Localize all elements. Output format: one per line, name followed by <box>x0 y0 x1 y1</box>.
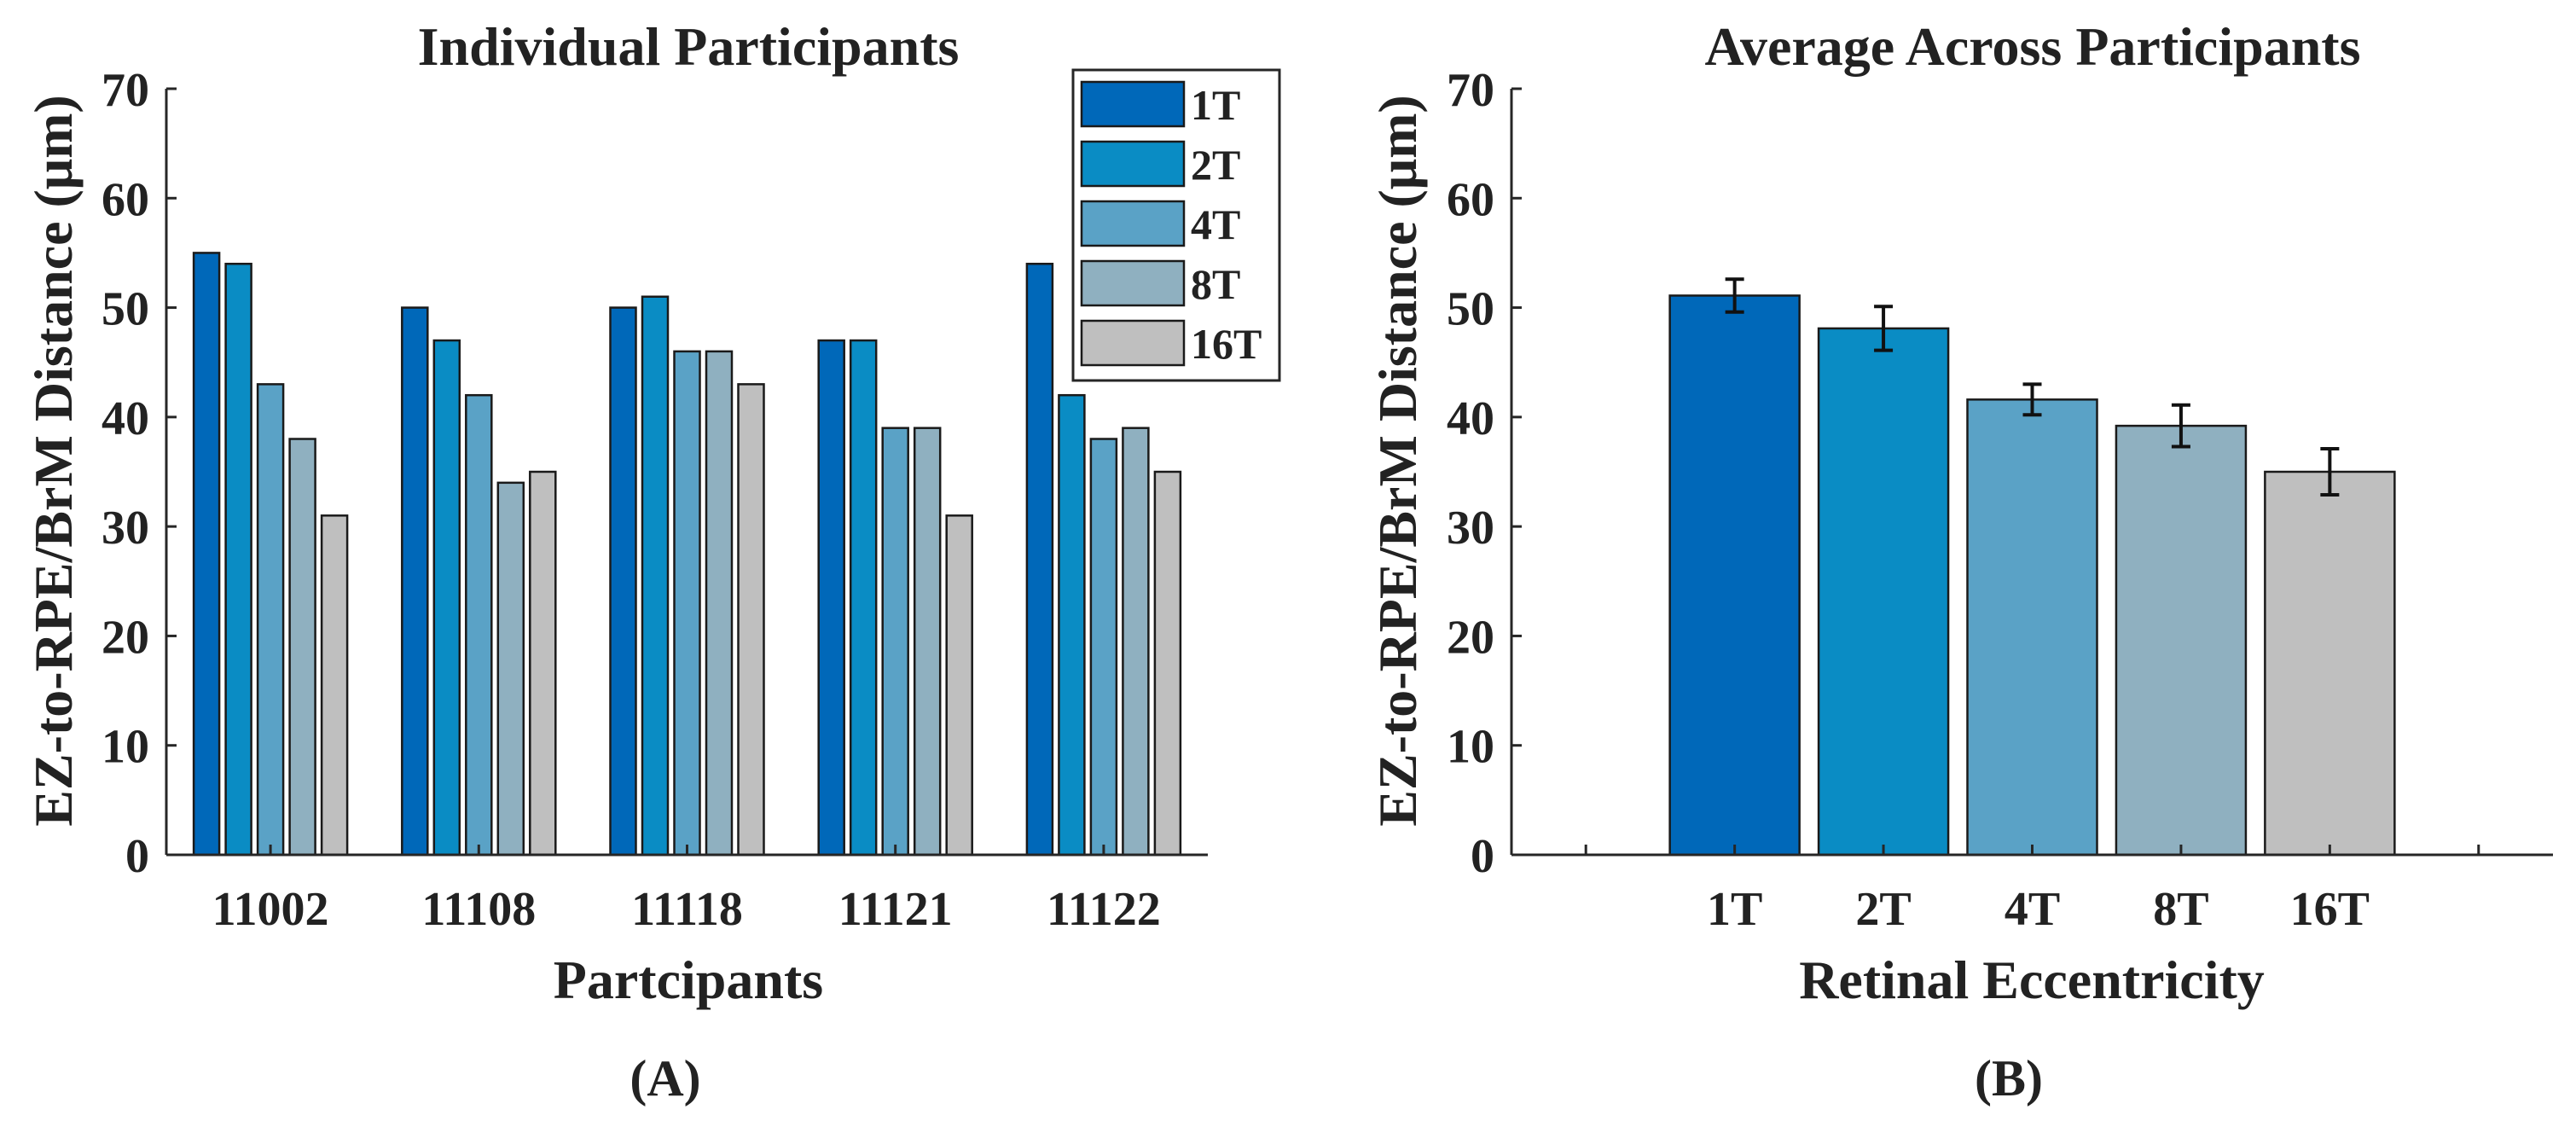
bar-11118-16T <box>737 383 765 857</box>
y-tick-label: 50 <box>1447 283 1494 336</box>
panel-a-axes: 11002 11108 11118 11121 11122 0 10 20 30 40 50 60 70 <box>102 64 1208 936</box>
y-tick-label: 70 <box>1447 64 1494 117</box>
bar-11108-16T <box>529 470 557 857</box>
bar-11122-2T <box>1058 393 1086 857</box>
x-tick-label: 11122 <box>1047 883 1161 936</box>
legend-swatch-16T <box>1080 319 1186 367</box>
bar-11122-1T <box>1025 263 1054 857</box>
panel-b-title: Average Across Participants <box>1704 16 2360 77</box>
bar-11002-1T <box>192 252 221 857</box>
panel-b-axes: 1T 2T 4T 8T 16T 0 10 20 30 40 50 60 70 <box>1447 64 2553 936</box>
panel-b-y-axis-label: EZ-to-RPE/BrM Distance (μm) <box>1367 95 1428 826</box>
x-tick-label: 11108 <box>421 883 536 936</box>
y-tick-label: 30 <box>1447 502 1494 555</box>
y-tick-label: 20 <box>102 611 149 664</box>
bar-11122-4T <box>1089 438 1118 857</box>
x-tick-label: 4T <box>2005 883 2060 936</box>
y-tick-label: 10 <box>102 721 149 774</box>
legend-swatch-1T <box>1080 80 1186 128</box>
y-tick-label: 60 <box>1447 173 1494 226</box>
x-tick-label: 11121 <box>838 883 953 936</box>
bar-11121-1T <box>817 339 845 857</box>
panel-a-x-axis-label: Partcipants <box>554 950 823 1010</box>
bar-11122-8T <box>1122 427 1150 857</box>
x-tick-label: 1T <box>1707 883 1762 936</box>
panel-b-x-axis-label: Retinal Eccentricity <box>1799 950 2265 1010</box>
legend-label-16T: 16T <box>1191 320 1262 368</box>
y-tick-label: 0 <box>1471 830 1494 883</box>
bar-11108-4T <box>465 393 493 857</box>
bar-11121-16T <box>945 514 973 857</box>
bar-avg-8T <box>2115 424 2248 857</box>
legend-label-1T: 1T <box>1191 81 1240 129</box>
x-tick-label: 16T <box>2290 883 2370 936</box>
bar-11122-16T <box>1153 470 1182 857</box>
bar-11002-4T <box>256 383 285 857</box>
legend-swatch-2T <box>1080 140 1186 188</box>
y-tick-label: 0 <box>125 830 149 883</box>
x-tick-label: 11118 <box>631 883 743 936</box>
y-tick-label: 50 <box>102 283 149 336</box>
bar-11002-16T <box>320 514 349 857</box>
panel-a-legend: 1T 2T 4T 8T 16T <box>1071 68 1281 382</box>
bar-11002-2T <box>224 263 252 857</box>
bar-avg-16T <box>2264 470 2396 857</box>
panel-b-bars <box>1668 277 2396 857</box>
bar-11118-1T <box>609 306 637 857</box>
bar-11002-8T <box>288 438 316 857</box>
x-tick-label: 2T <box>1855 883 1911 936</box>
bar-11108-8T <box>496 481 525 857</box>
x-tick-label: 11002 <box>212 883 329 936</box>
bar-avg-2T <box>1817 327 1950 857</box>
bar-11108-1T <box>401 306 429 857</box>
panel-a-caption: (A) <box>629 1050 700 1106</box>
bar-avg-4T <box>1966 398 2098 857</box>
y-tick-label: 10 <box>1447 721 1494 774</box>
legend-label-8T: 8T <box>1191 260 1240 308</box>
legend-label-4T: 4T <box>1191 200 1240 248</box>
bar-11108-2T <box>432 339 461 857</box>
panel-b: Average Across Participants EZ-to-RPE/Br… <box>1367 16 2553 1106</box>
x-tick-label: 8T <box>2153 883 2208 936</box>
panel-b-caption: (B) <box>1975 1050 2043 1106</box>
panel-a-title: Individual Participants <box>418 16 960 77</box>
panel-a: Individual Participants EZ-to-RPE/BrM Di… <box>23 16 1281 1106</box>
bar-avg-1T <box>1668 294 1801 857</box>
y-tick-label: 40 <box>1447 392 1494 445</box>
y-tick-label: 60 <box>102 173 149 226</box>
y-tick-label: 20 <box>1447 611 1494 664</box>
y-tick-label: 40 <box>102 392 149 445</box>
legend-label-2T: 2T <box>1191 141 1240 189</box>
legend-swatch-8T <box>1080 259 1186 307</box>
bar-11118-4T <box>673 350 701 857</box>
y-tick-label: 70 <box>102 64 149 117</box>
y-tick-label: 30 <box>102 502 149 555</box>
bar-11121-4T <box>881 427 909 857</box>
panel-a-bars <box>192 252 1182 857</box>
bar-11118-8T <box>705 350 734 857</box>
bar-11121-8T <box>913 427 942 857</box>
legend-swatch-4T <box>1080 200 1186 247</box>
bar-11121-2T <box>849 339 878 857</box>
panel-a-y-axis-label: EZ-to-RPE/BrM Distance (μm) <box>23 95 84 826</box>
bar-11118-2T <box>641 295 670 857</box>
